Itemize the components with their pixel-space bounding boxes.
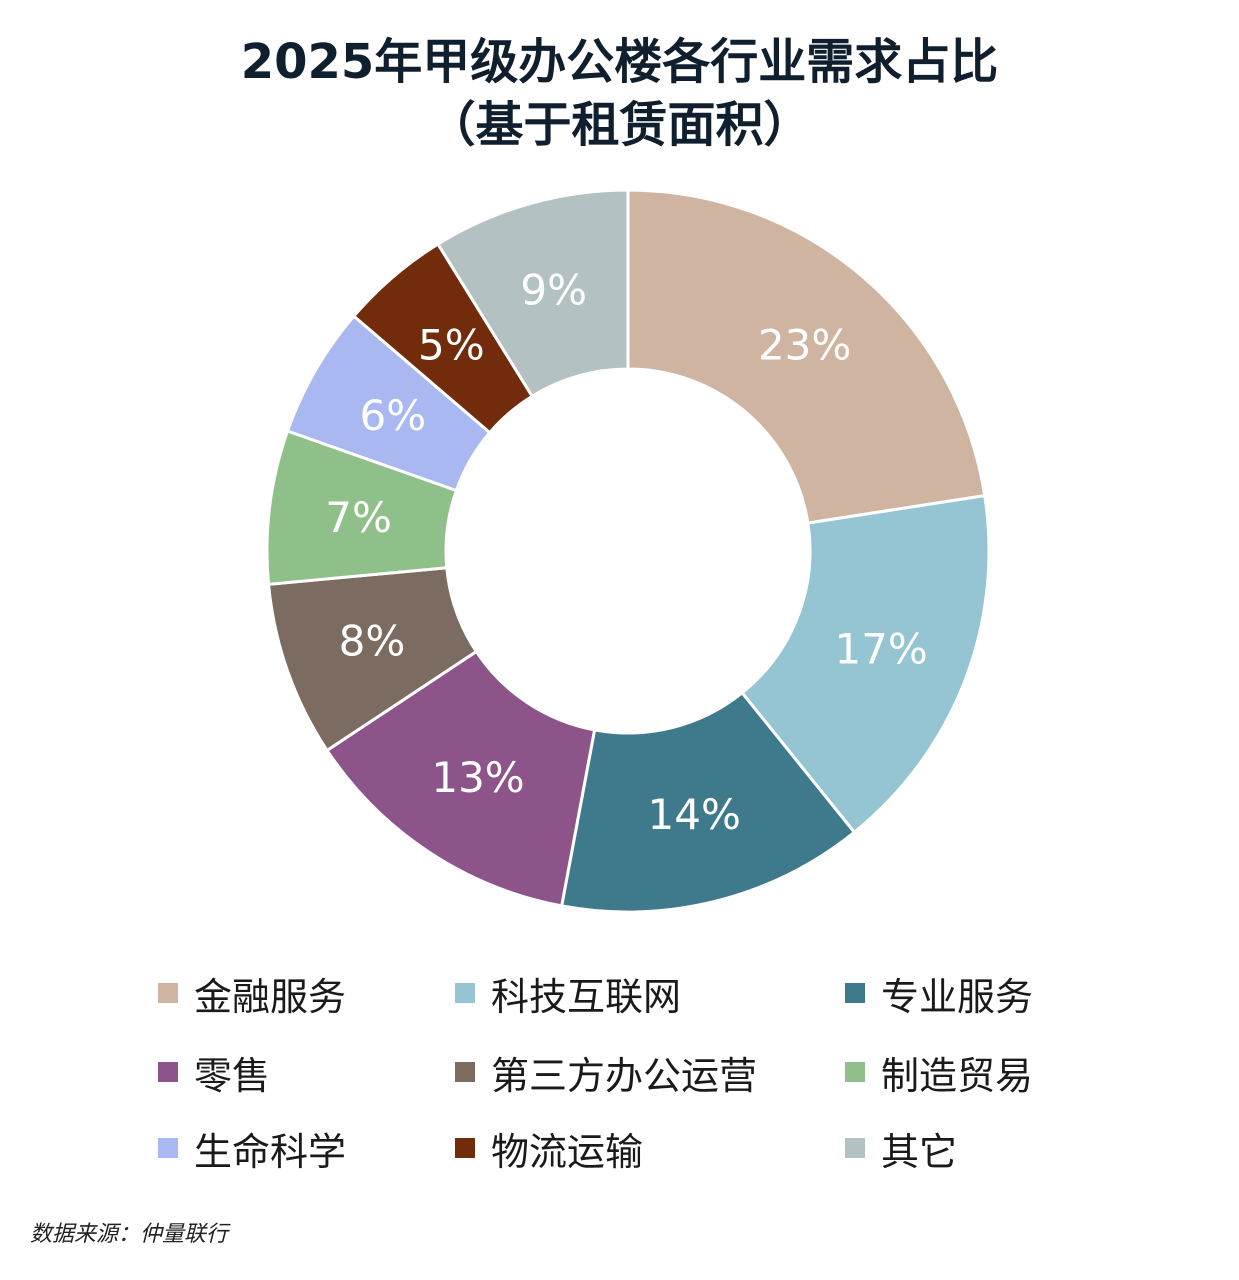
slice-data-label: 5%: [418, 320, 485, 369]
legend-item: 生命科学: [158, 1123, 347, 1174]
legend-swatch: [158, 983, 178, 1003]
legend-swatch: [455, 983, 475, 1003]
legend-item: 科技互联网: [455, 968, 682, 1019]
legend-swatch: [158, 1138, 178, 1158]
legend-label: 制造贸易: [881, 1053, 1034, 1098]
legend-label: 其它: [881, 1129, 958, 1174]
legend-label: 金融服务: [194, 974, 347, 1019]
slice-data-label: 8%: [339, 617, 406, 666]
legend-label: 专业服务: [881, 974, 1034, 1019]
legend-label: 科技互联网: [491, 974, 682, 1019]
legend-label: 生命科学: [194, 1129, 347, 1174]
slice-data-label: 23%: [758, 320, 851, 369]
chart-subtitle: （基于租赁面积）: [427, 97, 812, 153]
legend-item: 物流运输: [455, 1123, 644, 1174]
slice-data-label: 13%: [431, 753, 524, 802]
legend-swatch: [845, 1062, 865, 1082]
legend-label: 零售: [194, 1053, 271, 1098]
donut-slice: [435, 188, 630, 399]
legend-item: 零售: [158, 1047, 271, 1098]
legend-item: 制造贸易: [845, 1047, 1034, 1098]
legend-item: 第三方办公运营: [455, 1047, 758, 1098]
legend-swatch: [158, 1062, 178, 1082]
legend-swatch: [455, 1138, 475, 1158]
slice-data-label: 17%: [834, 625, 927, 674]
legend-swatch: [845, 983, 865, 1003]
legend-label: 第三方办公运营: [491, 1053, 758, 1098]
chart-title: 2025年甲级办公楼各行业需求占比: [240, 34, 999, 90]
source-note: 数据来源：仲量联行: [30, 1222, 229, 1247]
legend-item: 金融服务: [158, 968, 347, 1019]
slice-data-label: 6%: [360, 391, 427, 440]
donut-slice: [324, 649, 597, 908]
donut-slice: [559, 690, 857, 914]
slice-data-label: 9%: [520, 265, 587, 314]
donut-slice: [739, 493, 991, 835]
legend-swatch: [845, 1138, 865, 1158]
slice-data-label: 7%: [325, 493, 392, 542]
legend-label: 物流运输: [491, 1129, 644, 1174]
legend-swatch: [455, 1062, 475, 1082]
donut-slice: [626, 188, 987, 525]
legend-item: 专业服务: [845, 968, 1034, 1019]
slice-data-label: 14%: [648, 790, 741, 839]
legend-item: 其它: [845, 1123, 958, 1174]
